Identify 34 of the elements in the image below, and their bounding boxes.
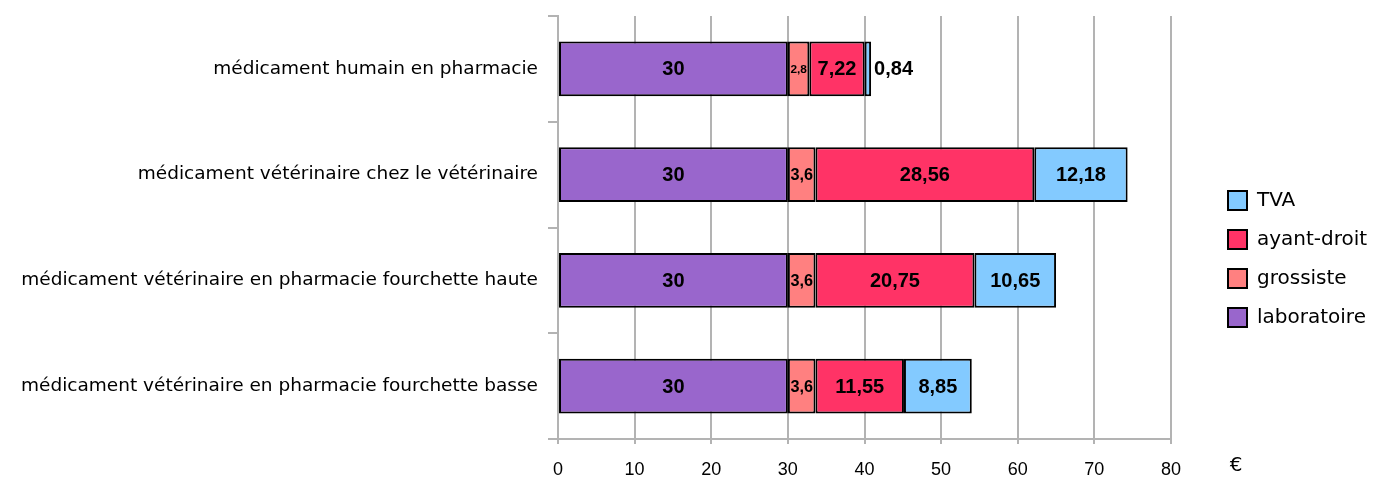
data-label: 0,84: [874, 57, 914, 80]
x-tick-label: 40: [854, 458, 875, 479]
legend-label: laboratoire: [1257, 303, 1366, 328]
x-axis-title: €: [1229, 452, 1243, 477]
x-tick-label: 30: [777, 458, 798, 479]
data-label: 10,65: [990, 268, 1041, 291]
data-label: 30: [662, 268, 685, 291]
x-tick-label: 50: [931, 458, 952, 479]
data-label: 30: [662, 374, 685, 397]
data-label: 2,8: [790, 62, 808, 77]
data-label: 30: [662, 57, 685, 80]
data-label: 30: [662, 163, 685, 186]
legend-label: TVA: [1256, 186, 1296, 211]
y-tick-label: médicament humain en pharmacie: [213, 56, 538, 78]
data-label: 7,22: [817, 57, 857, 80]
x-tick-label: 20: [701, 458, 722, 479]
x-tick-label: 80: [1160, 458, 1182, 479]
data-label: 12,18: [1055, 163, 1106, 186]
data-label: 3,6: [790, 270, 813, 289]
data-label: 8,85: [918, 374, 958, 397]
data-label: 28,56: [899, 163, 950, 186]
x-tick-label: 0: [552, 458, 564, 479]
y-tick-label: médicament vétérinaire chez le vétérinaire: [137, 162, 538, 184]
x-tick-label: 60: [1007, 458, 1028, 479]
data-label: 3,6: [790, 376, 813, 395]
y-tick-label: médicament vétérinaire en pharmacie fourchette haute: [21, 268, 538, 290]
x-tick-label: 70: [1084, 458, 1105, 479]
x-tick-label: 10: [624, 458, 645, 479]
data-label: 20,75: [869, 268, 920, 291]
data-label: 3,6: [790, 165, 813, 184]
y-tick-label: médicament vétérinaire en pharmacie fourchette basse: [21, 373, 538, 395]
legend-label: ayant-droit: [1257, 225, 1368, 250]
data-label: 11,55: [835, 374, 885, 397]
legend-label: grossiste: [1257, 264, 1347, 289]
